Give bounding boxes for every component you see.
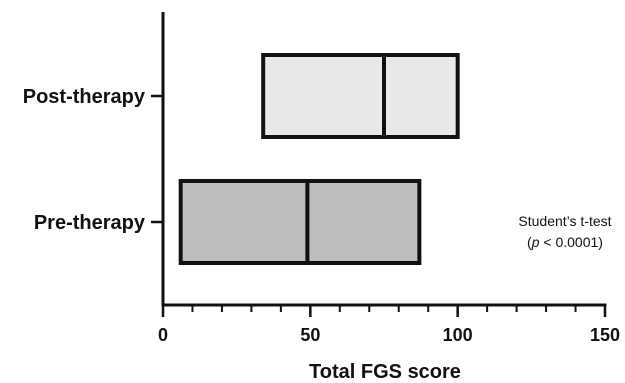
x-tick-label: 150 [590, 325, 620, 345]
box-post-therapy [261, 53, 460, 139]
boxes [178, 53, 460, 265]
labels: 0 50 100 150 Post-therapy Pre-therapy [23, 86, 620, 345]
annotation-p-rest: < 0.0001) [540, 234, 603, 250]
x-tick-label: 100 [443, 325, 473, 345]
x-tick-label: 0 [158, 325, 168, 345]
axes [151, 12, 607, 317]
x-tick-label: 50 [300, 325, 320, 345]
box-pre-therapy [178, 179, 422, 265]
annotation-p-open: ( [527, 234, 532, 250]
x-axis-title: Total FGS score [309, 361, 461, 383]
category-label: Post-therapy [23, 86, 146, 108]
category-label: Pre-therapy [34, 212, 146, 234]
annotation-p-value: (p < 0.0001) [527, 234, 603, 250]
annotation-p-symbol: p [531, 234, 540, 250]
annotation-test-name: Student’s t-test [518, 213, 611, 229]
